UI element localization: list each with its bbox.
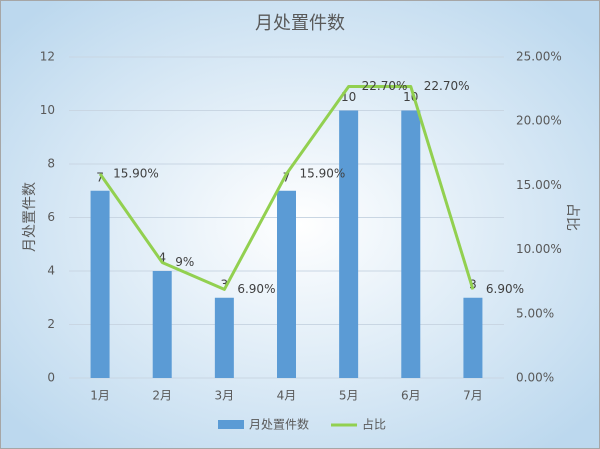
y-tick-label: 0 (47, 371, 55, 385)
line-value-label: 6.90% (486, 282, 524, 296)
chart-title: 月处置件数 (255, 13, 345, 34)
legend-label: 占比 (362, 417, 386, 432)
line-value-label: 15.90% (113, 166, 159, 180)
y-axis-label: 月处置件数 (22, 182, 38, 252)
legend-label: 月处置件数 (249, 417, 309, 432)
y2-axis-label: 占比 (564, 203, 580, 231)
line-value-label: 9% (175, 255, 194, 269)
line-value-label: 15.90% (300, 166, 346, 180)
x-tick-label: 1月 (90, 389, 110, 403)
x-tick-label: 3月 (215, 389, 235, 403)
x-tick-label: 4月 (277, 389, 297, 403)
x-tick-label: 5月 (339, 389, 359, 403)
bar-value-label: 7 (96, 170, 104, 184)
bar-value-label: 7 (283, 170, 291, 184)
y-tick-label: 2 (47, 317, 55, 331)
x-tick-label: 6月 (401, 389, 421, 403)
y2-tick-label: 0.00% (516, 371, 554, 385)
line (98, 85, 475, 291)
bar-value-label: 3 (469, 277, 477, 291)
y2-tick-label: 25.00% (516, 50, 562, 64)
y-tick-label: 8 (47, 157, 55, 171)
bar (152, 271, 172, 378)
x-tick-label: 7月 (463, 389, 483, 403)
y-tick-label: 12 (40, 50, 55, 64)
y-tick-label: 4 (47, 264, 55, 278)
bar (90, 190, 110, 378)
bar (463, 297, 483, 378)
bar (401, 110, 421, 378)
bar-value-label: 3 (221, 277, 229, 291)
x-tick-label: 2月 (152, 389, 172, 403)
y-tick-label: 10 (40, 103, 55, 117)
legend-swatch (218, 420, 244, 429)
bar (214, 297, 234, 378)
line-value-label: 22.70% (362, 79, 408, 93)
line-value-label: 6.90% (237, 282, 275, 296)
y-tick-label: 6 (47, 210, 55, 224)
y2-tick-label: 10.00% (516, 242, 562, 256)
bar (277, 190, 296, 378)
bar-value-label: 4 (158, 251, 166, 265)
y2-tick-label: 5.00% (516, 306, 554, 320)
y2-tick-label: 15.00% (516, 178, 562, 192)
y2-tick-label: 20.00% (516, 114, 562, 128)
line-value-label: 22.70% (424, 79, 470, 93)
bar (339, 110, 359, 378)
